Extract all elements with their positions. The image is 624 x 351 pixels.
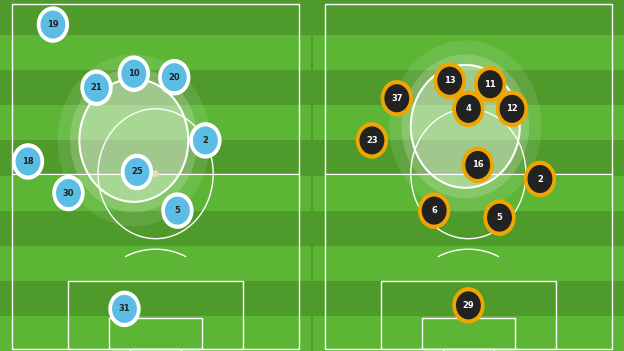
Circle shape [487,204,512,232]
Circle shape [162,63,187,91]
Text: 30: 30 [63,188,74,198]
Bar [313,0,624,35]
Bar [0,35,311,70]
Bar [0,105,311,140]
Bar [313,70,624,105]
Text: 5: 5 [175,206,180,215]
Bar [0,211,311,246]
Circle shape [456,95,481,123]
Bar [313,35,624,70]
Circle shape [437,67,462,95]
Circle shape [57,54,210,226]
Circle shape [466,151,490,179]
Text: 23: 23 [366,136,378,145]
Bar [0,0,311,35]
Circle shape [452,287,485,324]
Text: 16: 16 [472,160,484,170]
Bar [130,349,182,351]
Circle shape [109,291,140,327]
Text: 29: 29 [462,301,474,310]
Text: 21: 21 [90,83,102,92]
Bar [313,246,624,281]
Circle shape [456,291,481,319]
Bar [69,281,243,349]
Bar [442,349,494,351]
Text: 5: 5 [497,213,502,222]
Text: 31: 31 [119,304,130,313]
Bar [381,281,555,349]
Bar [0,140,311,176]
Circle shape [37,6,69,43]
Text: 18: 18 [22,157,34,166]
Bar [313,176,624,211]
Bar [0,246,311,281]
Circle shape [411,65,520,188]
Circle shape [189,122,222,159]
Text: 19: 19 [47,20,59,29]
Circle shape [462,147,494,183]
Circle shape [474,66,506,102]
Text: 2: 2 [537,174,543,184]
Text: 37: 37 [391,94,402,103]
Text: 25: 25 [131,167,143,177]
Bar [109,318,202,349]
Circle shape [79,79,188,202]
Circle shape [381,80,413,117]
Circle shape [70,68,198,212]
Circle shape [112,295,137,323]
Circle shape [161,192,193,229]
Circle shape [356,122,388,159]
Text: 4: 4 [466,104,471,113]
Bar [313,211,624,246]
Circle shape [80,69,113,106]
Text: 2: 2 [202,136,208,145]
Circle shape [434,62,466,99]
Circle shape [125,158,149,186]
Text: 20: 20 [168,73,180,82]
Text: 13: 13 [444,76,456,85]
Circle shape [359,126,384,154]
Circle shape [389,40,542,212]
Circle shape [118,55,150,92]
Circle shape [466,171,471,177]
Bar [313,316,624,351]
Circle shape [12,143,44,180]
Bar [0,281,311,316]
Circle shape [16,147,41,176]
Circle shape [422,197,447,225]
Circle shape [478,70,502,98]
Bar [313,105,624,140]
Circle shape [527,165,552,193]
Circle shape [401,54,529,198]
Circle shape [165,197,190,225]
Text: 10: 10 [128,69,140,78]
Text: 6: 6 [431,206,437,215]
Text: 11: 11 [484,80,496,89]
Circle shape [153,171,158,177]
Bar [313,140,624,176]
Circle shape [452,91,485,127]
Circle shape [52,175,85,211]
Circle shape [499,95,524,123]
Text: 12: 12 [506,104,518,113]
Bar [313,281,624,316]
Circle shape [484,199,515,236]
Circle shape [418,192,451,229]
Circle shape [41,11,66,39]
Circle shape [496,91,528,127]
Circle shape [84,74,109,102]
Circle shape [122,60,146,88]
Circle shape [56,179,81,207]
Bar [422,318,515,349]
Circle shape [121,154,153,190]
Bar [0,70,311,105]
Circle shape [384,84,409,112]
Circle shape [524,161,556,197]
Bar [0,176,311,211]
Bar [0,316,311,351]
Circle shape [158,59,190,95]
Circle shape [193,126,218,154]
